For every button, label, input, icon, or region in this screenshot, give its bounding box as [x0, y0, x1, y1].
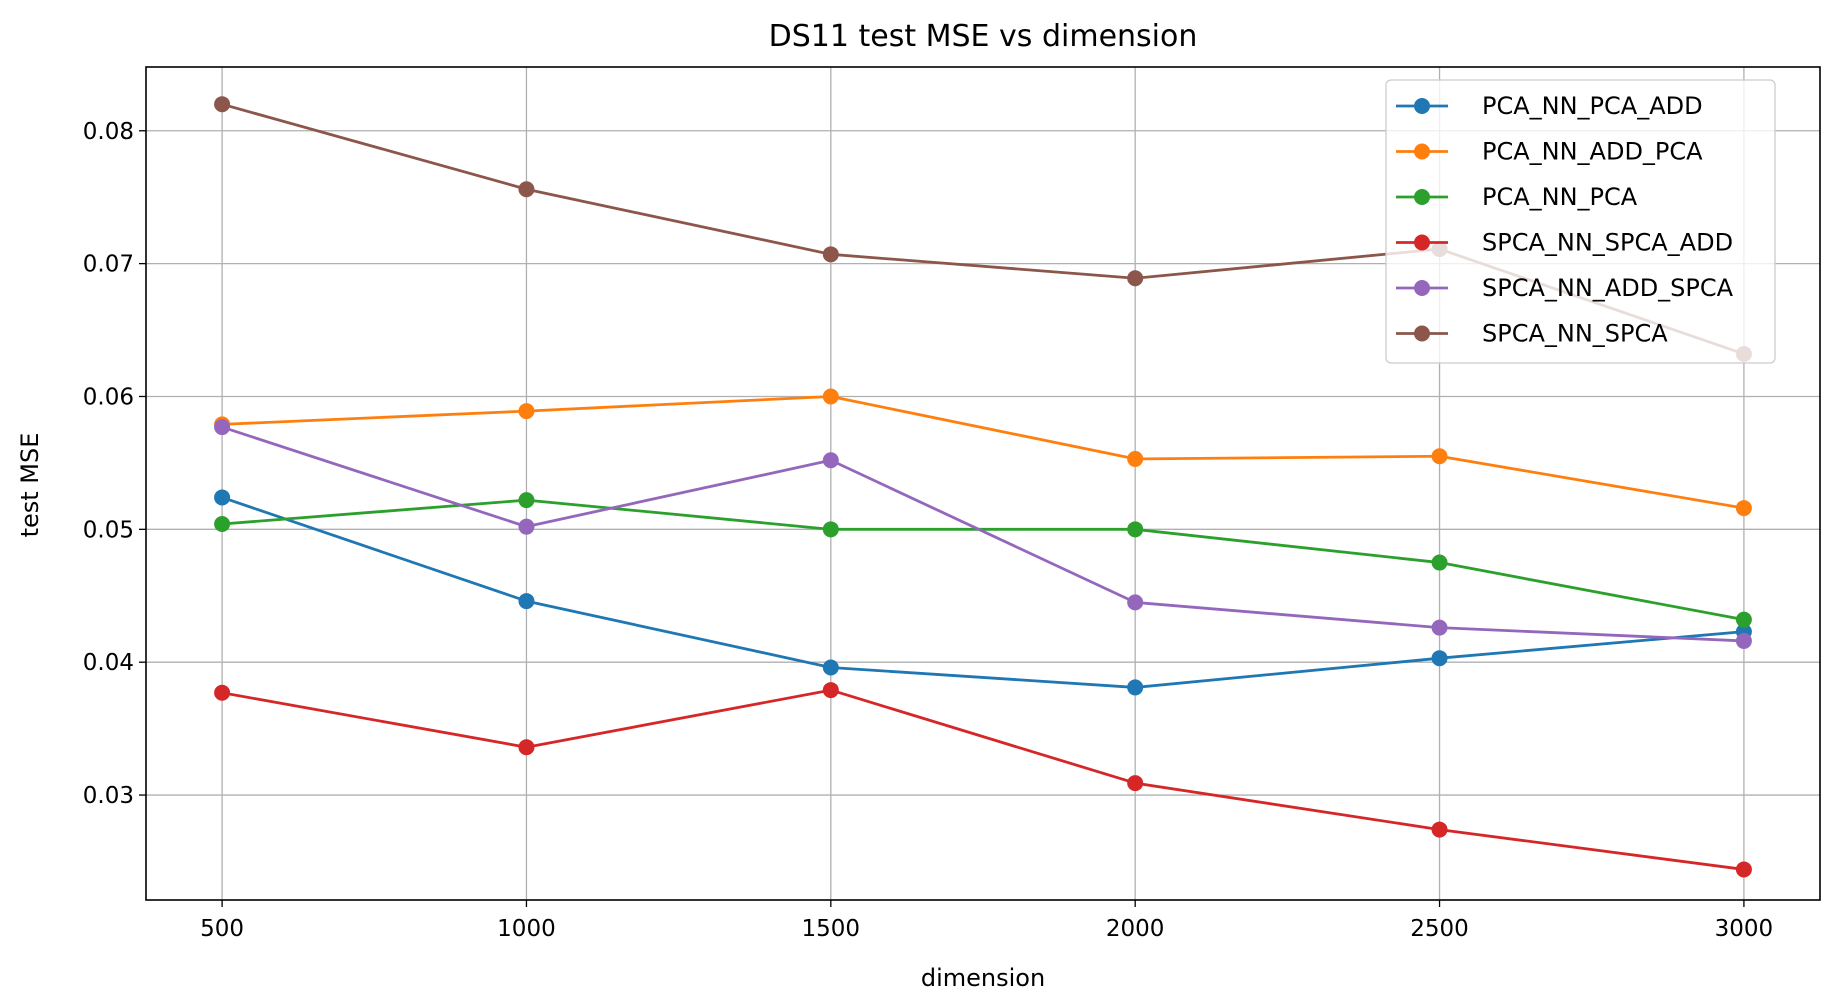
- legend-item: PCA_NN_PCA_ADD: [1396, 92, 1703, 120]
- x-tick-label: 500: [200, 916, 244, 942]
- data-point: [1735, 500, 1752, 517]
- legend-label: SPCA_NN_SPCA_ADD: [1482, 229, 1733, 257]
- legend-marker: [1414, 325, 1430, 342]
- data-point: [1127, 775, 1144, 792]
- x-tick-label: 3000: [1715, 916, 1774, 942]
- data-point: [822, 246, 839, 263]
- legend: PCA_NN_PCA_ADD PCA_NN_ADD_PCA PCA_NN_PCA SP…: [1385, 79, 1776, 364]
- x-tick-label: 2500: [1410, 916, 1469, 942]
- y-axis-label: test MSE: [16, 433, 44, 538]
- legend-marker: [1414, 280, 1430, 296]
- data-point: [1431, 650, 1448, 667]
- data-point: [1127, 679, 1144, 696]
- data-point: [1127, 450, 1144, 467]
- data-point: [214, 96, 231, 113]
- data-point: [214, 489, 231, 506]
- data-point: [518, 593, 535, 610]
- data-point: [822, 682, 839, 699]
- legend-marker: [1414, 98, 1430, 114]
- data-point: [822, 452, 839, 469]
- y-tick-label: 0.08: [83, 119, 134, 145]
- chart-title: DS11 test MSE vs dimension: [769, 19, 1198, 54]
- legend-marker: [1414, 234, 1430, 251]
- legend-item: PCA_NN_ADD_PCA: [1396, 138, 1703, 166]
- data-point: [1735, 861, 1752, 878]
- legend-label: PCA_NN_PCA: [1482, 183, 1638, 211]
- data-point: [1127, 521, 1144, 538]
- data-point: [822, 521, 839, 538]
- x-axis: 500 1000 1500 2000 2500 3000: [200, 900, 1773, 942]
- legend-label: SPCA_NN_ADD_SPCA: [1482, 274, 1734, 302]
- data-point: [1735, 611, 1752, 628]
- data-point: [518, 181, 535, 198]
- series-line: [221, 496, 1745, 689]
- data-point: [214, 684, 231, 701]
- data-point: [214, 516, 231, 533]
- legend-item: PCA_NN_PCA: [1396, 183, 1638, 211]
- legend-label: SPCA_NN_SPCA: [1482, 320, 1668, 348]
- data-point: [822, 388, 839, 405]
- y-tick-label: 0.06: [83, 384, 134, 410]
- data-point: [518, 739, 535, 756]
- data-point: [214, 419, 231, 436]
- legend-marker: [1414, 143, 1430, 160]
- y-tick-label: 0.05: [83, 517, 134, 543]
- legend-item: SPCA_NN_SPCA_ADD: [1396, 229, 1733, 257]
- y-tick-label: 0.04: [83, 650, 134, 676]
- data-point: [1127, 594, 1144, 611]
- x-tick-label: 1000: [497, 916, 556, 942]
- legend-box: [1385, 79, 1776, 364]
- data-point: [1431, 821, 1448, 838]
- data-point: [822, 659, 839, 676]
- data-point: [1127, 270, 1144, 287]
- plot-frame: [145, 66, 1821, 901]
- legend-item: SPCA_NN_SPCA: [1396, 320, 1668, 348]
- series-line: [221, 425, 1744, 643]
- data-point: [1431, 554, 1448, 571]
- series-pca-nn-pca: [214, 492, 1752, 628]
- series-spca-nn-spca-add: [214, 682, 1752, 878]
- y-axis: 0.03 0.04 0.05 0.06 0.07 0.08: [83, 119, 146, 809]
- series-line: [221, 498, 1745, 622]
- data-point: [1431, 619, 1448, 636]
- legend-marker: [1414, 189, 1430, 205]
- x-axis-label: dimension: [921, 964, 1045, 992]
- data-point: [518, 492, 535, 509]
- legend-item: SPCA_NN_ADD_SPCA: [1396, 274, 1734, 302]
- data-point: [518, 403, 535, 420]
- series-layer: [214, 96, 1752, 878]
- legend-label: PCA_NN_ADD_PCA: [1482, 138, 1703, 166]
- series-spca-nn-add-spca: [214, 419, 1752, 649]
- series-line: [222, 395, 1745, 510]
- legend-label: PCA_NN_PCA_ADD: [1482, 92, 1703, 120]
- data-point: [518, 518, 535, 535]
- data-point: [1735, 632, 1752, 649]
- x-tick-label: 2000: [1106, 916, 1165, 942]
- series-pca-nn-add-pca: [214, 388, 1752, 517]
- y-tick-label: 0.07: [83, 252, 134, 278]
- series-pca-nn-pca-add: [214, 489, 1752, 696]
- data-point: [1431, 448, 1448, 465]
- y-tick-label: 0.03: [83, 783, 134, 809]
- series-line: [221, 688, 1745, 871]
- x-tick-label: 1500: [802, 916, 861, 942]
